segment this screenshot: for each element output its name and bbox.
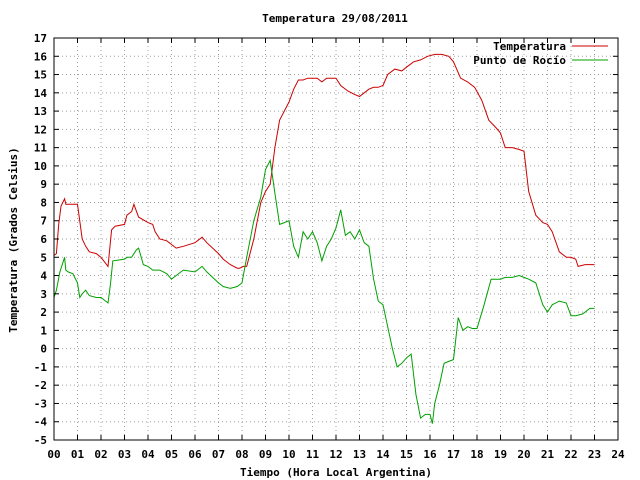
y-tick-label: 7 [40,215,47,228]
x-tick-label: 08 [235,448,248,461]
x-tick-label: 01 [71,448,85,461]
y-tick-label: 12 [34,123,47,136]
x-tick-label: 04 [141,448,155,461]
legend-label: Punto de Rocío [473,54,566,67]
x-tick-label: 19 [494,448,507,461]
x-tick-label: 18 [470,448,483,461]
y-tick-label: -2 [34,379,47,392]
y-tick-label: 0 [40,343,47,356]
x-tick-label: 10 [282,448,295,461]
series-lines [53,53,595,424]
y-tick-label: -5 [34,434,47,447]
y-tick-label: 14 [34,87,48,100]
y-tick-label: 15 [34,69,47,82]
y-tick-label: 16 [34,50,48,63]
y-tick-label: -1 [34,361,48,374]
legend-label: Temperatura [493,40,566,53]
x-tick-label: 24 [611,448,625,461]
y-tick-label: 17 [34,32,47,45]
x-tick-label: 22 [564,448,577,461]
x-tick-label: 13 [353,448,366,461]
x-tick-label: 12 [329,448,342,461]
y-tick-label: 1 [40,324,47,337]
x-tick-label: 21 [541,448,555,461]
x-tick-label: 02 [94,448,107,461]
y-tick-label: 13 [34,105,47,118]
y-tick-label: 2 [40,306,47,319]
x-tick-label: 07 [212,448,225,461]
x-tick-label: 09 [259,448,272,461]
x-tick-label: 05 [165,448,178,461]
y-tick-label: -4 [34,416,48,429]
y-tick-label: 9 [40,178,47,191]
grid-lines [54,38,618,440]
x-tick-label: 16 [423,448,437,461]
x-tick-label: 11 [306,448,320,461]
series-line-temperatura [53,53,595,269]
y-tick-label: 3 [40,288,47,301]
y-tick-label: 6 [40,233,47,246]
x-tick-label: 23 [588,448,601,461]
x-tick-label: 20 [517,448,530,461]
x-tick-label: 17 [447,448,460,461]
y-axis-title: Temperatura (Grados Celsius) [7,147,20,332]
y-tick-label: 11 [34,142,48,155]
x-tick-label: 14 [376,448,390,461]
chart-title: Temperatura 29/08/2011 [262,12,408,25]
x-tick-label: 03 [118,448,131,461]
y-tick-label: 8 [40,196,47,209]
series-line-punto-de-rocio [53,158,595,424]
y-tick-label: 4 [40,270,47,283]
y-tick-label: -3 [34,397,47,410]
y-tick-label: 10 [34,160,47,173]
x-tick-label: 06 [188,448,202,461]
x-tick-label: 15 [400,448,413,461]
x-tick-label: 00 [47,448,60,461]
y-tick-label: 5 [40,251,47,264]
x-axis-title: Tiempo (Hora Local Argentina) [240,466,432,479]
